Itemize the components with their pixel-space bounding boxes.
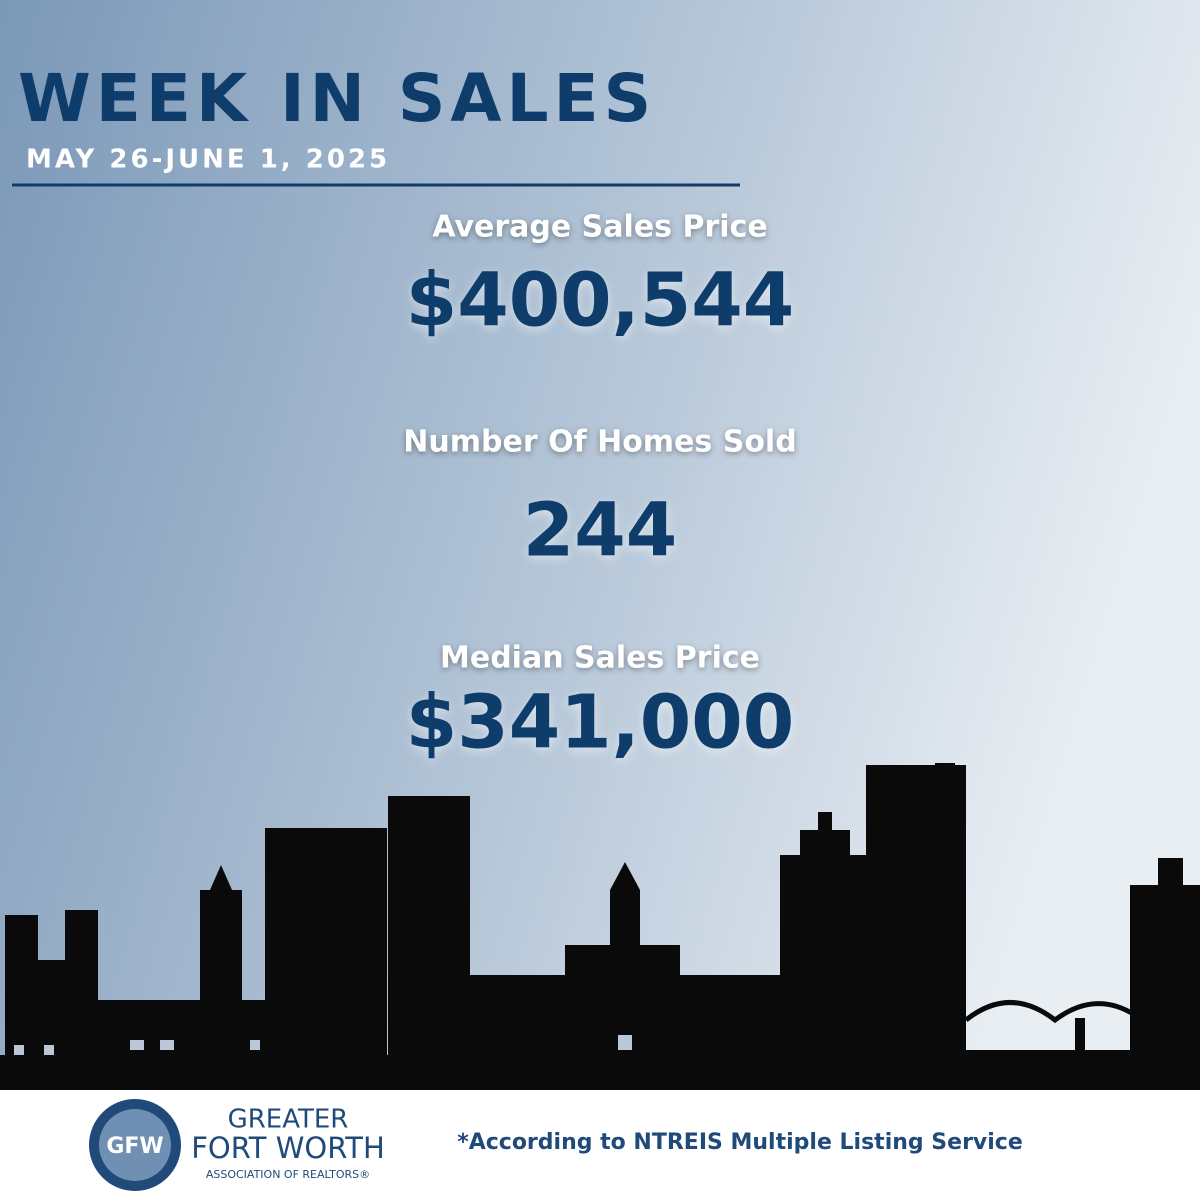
skyline xyxy=(0,763,1200,1090)
stat-label: Number Of Homes Sold xyxy=(403,425,796,460)
date: MAY 26-JUNE 1, 2025 xyxy=(26,145,390,175)
org-line: GREATER xyxy=(228,1105,349,1135)
stat-value: 244 xyxy=(523,488,677,574)
stat-label: Average Sales Price xyxy=(432,210,767,245)
footer-band xyxy=(0,1090,1200,1200)
org-line: FORT WORTH xyxy=(191,1131,385,1165)
logo-letters: GFW xyxy=(106,1134,163,1159)
stat-value: $400,544 xyxy=(406,258,795,344)
stat-value: $341,000 xyxy=(406,680,795,766)
logo-inner xyxy=(99,1109,171,1181)
title: WEEK IN SALES xyxy=(18,60,656,137)
stat-label: Median Sales Price xyxy=(440,641,760,676)
source-note: *According to NTREIS Multiple Listing Se… xyxy=(457,1130,1023,1155)
org-line: ASSOCIATION OF REALTORS® xyxy=(206,1168,370,1181)
